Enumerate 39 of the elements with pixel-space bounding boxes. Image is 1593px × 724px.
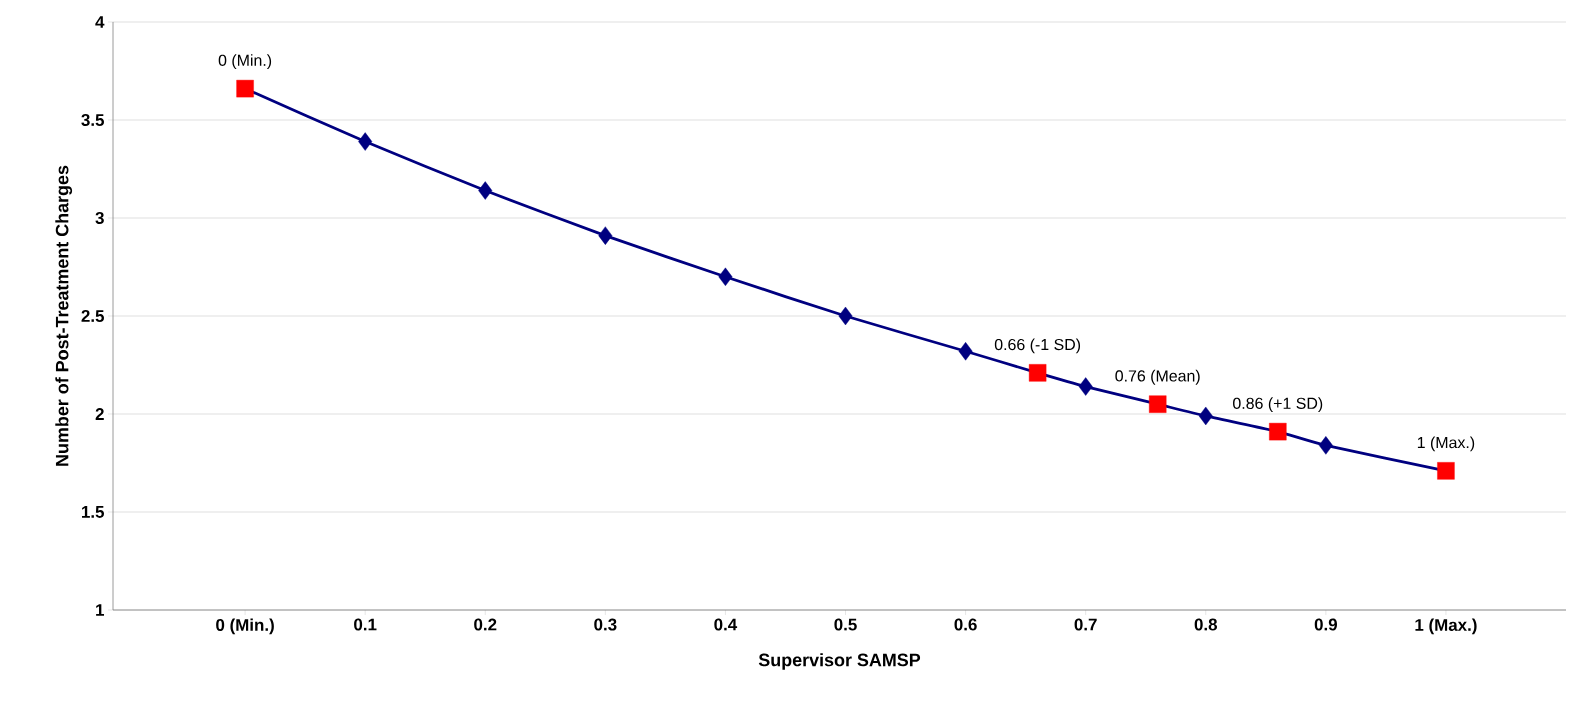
x-tick-label: 0.3	[594, 618, 617, 631]
point	[358, 132, 373, 151]
point	[1318, 436, 1333, 455]
annotation: 1 (Max.)	[1417, 436, 1475, 452]
point	[1437, 462, 1455, 480]
annotation: 0.86 (+1 SD)	[1233, 397, 1323, 413]
x-axis-title: Supervisor SAMSP	[758, 653, 921, 670]
point	[1078, 377, 1093, 396]
point	[1198, 406, 1213, 426]
x-tick-label: 0.7	[1074, 618, 1097, 631]
x-tick-label: 0.8	[1194, 618, 1218, 631]
y-tick-label: 2	[95, 408, 104, 420]
y-tick-label: 4	[95, 16, 105, 28]
point	[958, 342, 973, 361]
x-tick-label: 0.2	[474, 618, 497, 631]
y-tick-label: 1.5	[82, 506, 105, 518]
point	[1028, 364, 1047, 382]
y-axis-title: Number of Post-Treatment Charges	[55, 165, 73, 466]
x-tick-label: 0 (Min.)	[216, 618, 274, 635]
point	[236, 79, 254, 98]
x-tick-label: 0.1	[354, 618, 377, 631]
point	[1149, 395, 1167, 413]
annotation: 0 (Min.)	[218, 54, 272, 70]
annotation: 0.76 (Mean)	[1115, 369, 1200, 385]
point	[478, 181, 493, 200]
point	[838, 306, 853, 326]
x-tick-label: 0.5	[834, 618, 857, 631]
y-tick-label: 3	[95, 211, 104, 224]
x-tick-label: 0.6	[954, 618, 977, 631]
y-tick-label: 1	[96, 604, 105, 616]
x-tick-label: 0.4	[714, 618, 738, 631]
point	[598, 226, 613, 245]
point	[1269, 422, 1287, 441]
point	[718, 267, 733, 286]
y-tick-label: 3.5	[81, 113, 105, 126]
annotation: 0.66 (-1 SD)	[994, 338, 1081, 354]
x-tick-label: 0.9	[1314, 618, 1337, 631]
x-tick-label: 1 (Max.)	[1415, 618, 1477, 635]
y-tick-label: 2.5	[81, 310, 105, 322]
